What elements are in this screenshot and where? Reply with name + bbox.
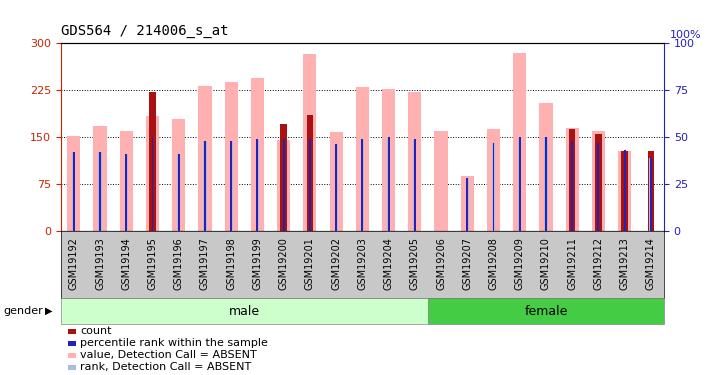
Bar — [330, 132, 343, 231]
Bar — [120, 130, 133, 231]
Bar — [408, 92, 421, 231]
Text: count: count — [80, 326, 111, 336]
Bar — [151, 137, 154, 231]
Bar — [387, 137, 390, 231]
Bar — [624, 150, 625, 231]
Bar — [650, 158, 652, 231]
Bar — [466, 178, 468, 231]
Bar — [61, 298, 428, 324]
Bar — [335, 144, 337, 231]
Bar — [204, 141, 206, 231]
Bar — [72, 152, 76, 231]
Bar — [571, 141, 573, 231]
Bar — [461, 176, 474, 231]
Bar — [413, 139, 416, 231]
Bar — [225, 82, 238, 231]
Bar — [356, 87, 369, 231]
Bar — [67, 136, 81, 231]
Bar — [177, 154, 181, 231]
Bar — [277, 140, 290, 231]
Text: male: male — [228, 305, 260, 318]
Bar — [539, 102, 553, 231]
Bar — [303, 54, 316, 231]
Bar — [428, 298, 664, 324]
Bar — [178, 154, 180, 231]
Bar — [492, 142, 495, 231]
Bar — [99, 152, 101, 231]
Text: gender: gender — [4, 306, 44, 316]
Bar — [306, 115, 313, 231]
Bar — [618, 151, 631, 231]
Bar — [388, 137, 390, 231]
Bar — [382, 89, 395, 231]
Bar — [592, 130, 605, 231]
Bar — [361, 139, 363, 231]
Bar — [493, 142, 495, 231]
Bar — [544, 137, 548, 231]
Bar — [198, 86, 211, 231]
Bar — [513, 53, 526, 231]
Bar — [309, 139, 311, 231]
Bar — [230, 141, 232, 231]
Bar — [203, 141, 206, 231]
Bar — [73, 152, 75, 231]
Bar — [283, 139, 285, 231]
Text: rank, Detection Call = ABSENT: rank, Detection Call = ABSENT — [80, 362, 251, 372]
Bar — [230, 141, 233, 231]
Bar — [172, 119, 186, 231]
Bar — [569, 129, 575, 231]
Bar — [256, 139, 259, 231]
Text: 100%: 100% — [670, 30, 701, 40]
Bar — [335, 144, 338, 231]
Bar — [565, 128, 579, 231]
Bar — [621, 151, 628, 231]
Bar — [149, 92, 156, 231]
Bar — [125, 154, 128, 231]
Text: ▶: ▶ — [45, 306, 53, 316]
Bar — [414, 139, 416, 231]
Bar — [435, 130, 448, 231]
Bar — [545, 137, 547, 231]
Bar — [595, 134, 602, 231]
Text: percentile rank within the sample: percentile rank within the sample — [80, 338, 268, 348]
Text: GDS564 / 214006_s_at: GDS564 / 214006_s_at — [61, 24, 228, 38]
Bar — [466, 178, 469, 231]
Bar — [519, 137, 521, 231]
Bar — [146, 116, 159, 231]
Bar — [598, 142, 599, 231]
Bar — [126, 154, 127, 231]
Bar — [281, 124, 287, 231]
Bar — [518, 137, 521, 231]
Bar — [361, 139, 364, 231]
Bar — [649, 158, 653, 231]
Bar — [256, 139, 258, 231]
Bar — [94, 126, 106, 231]
Text: female: female — [524, 305, 568, 318]
Bar — [251, 78, 264, 231]
Bar — [487, 129, 500, 231]
Text: value, Detection Call = ABSENT: value, Detection Call = ABSENT — [80, 350, 257, 360]
Bar — [648, 151, 654, 231]
Bar — [99, 152, 101, 231]
